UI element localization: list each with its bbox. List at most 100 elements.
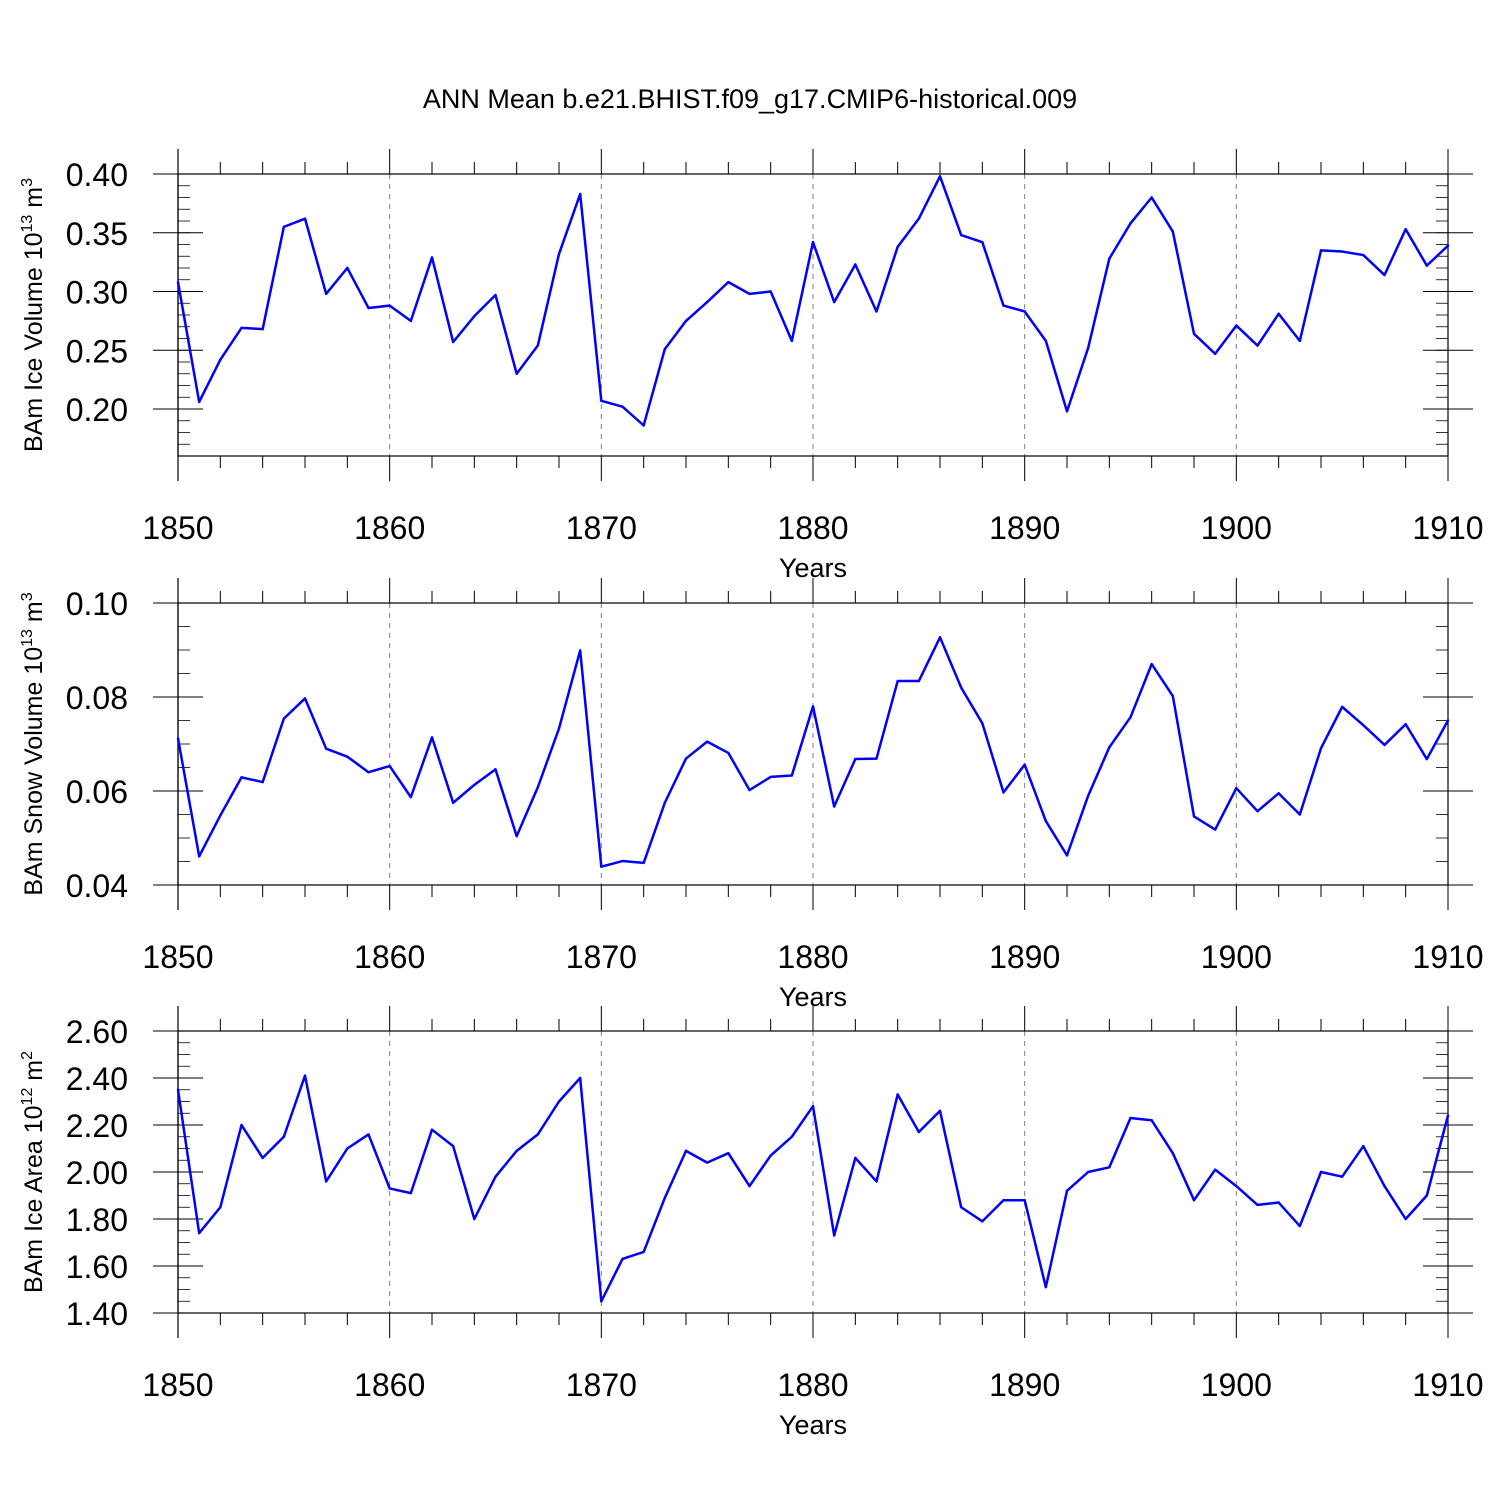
data-point (324, 747, 328, 750)
y-axis-label: BAm Ice Area 1012 m2 (19, 1051, 48, 1293)
data-point (409, 319, 413, 323)
snow-volume-panel: 0.04 0.06 0.08 0.10 1850 1860 1870 1880 1890 1900… (19, 578, 1484, 1012)
y-axis-label-main: BAm Snow Volume 10 (20, 647, 48, 896)
y-tick-label: 2.40 (66, 1061, 128, 1097)
data-point (854, 757, 857, 761)
data-point (409, 1191, 413, 1195)
data-point (705, 740, 709, 743)
data-point (727, 1152, 730, 1155)
y-tick-label: 0.04 (66, 868, 128, 904)
y-tick-label: 0.08 (66, 680, 128, 716)
data-point (1108, 1166, 1111, 1169)
x-tick-label: 1900 (1201, 510, 1272, 546)
y-axis-label: BAm Snow Volume 1013 m3 (19, 592, 48, 895)
data-point (1065, 854, 1069, 857)
y-axis-label-exponent: 13 (19, 215, 36, 233)
data-point (1319, 1170, 1323, 1174)
data-point (261, 780, 264, 784)
x-tick-label: 1860 (354, 939, 425, 975)
data-point (430, 256, 434, 259)
data-point (1235, 1184, 1238, 1188)
data-point (938, 1109, 942, 1113)
data-point (875, 1180, 878, 1183)
data-point (1277, 312, 1280, 316)
data-point (1404, 723, 1407, 726)
data-point (1192, 1199, 1196, 1202)
data-point (1298, 339, 1302, 343)
data-point (282, 225, 286, 229)
data-point (388, 304, 391, 307)
data-point (1213, 828, 1217, 831)
data-point (240, 326, 243, 330)
data-point (1002, 1199, 1005, 1202)
data-point (261, 327, 264, 331)
data-point (938, 175, 942, 178)
y-axis-label-unit: m (20, 187, 48, 215)
data-point (219, 358, 222, 361)
y-axis-label-unit-exponent: 3 (19, 178, 36, 187)
data-point (494, 1175, 497, 1178)
data-point (917, 1130, 921, 1134)
data-point (219, 1206, 222, 1209)
data-point (1086, 1170, 1090, 1174)
data-point (578, 1076, 582, 1080)
data-point (578, 649, 582, 652)
data-point (769, 290, 772, 293)
data-point (1213, 352, 1217, 355)
data-point (536, 1133, 540, 1136)
data-point (1192, 815, 1196, 818)
data-point (1319, 747, 1323, 750)
data-point (1383, 1184, 1386, 1188)
data-point (1425, 1194, 1429, 1197)
y-tick-label: 2.20 (66, 1108, 128, 1144)
data-point (684, 1149, 688, 1153)
data-point (1256, 810, 1259, 813)
data-point (1404, 1217, 1407, 1221)
data-point (663, 801, 667, 804)
data-point (324, 292, 328, 296)
y-tick-label: 0.20 (66, 392, 128, 428)
x-tick-label: 1900 (1201, 939, 1272, 975)
data-point (303, 697, 307, 700)
data-point (790, 339, 794, 343)
data-point (1425, 264, 1429, 267)
y-axis-label: BAm Ice Volume 1013 m3 (19, 178, 48, 452)
data-point (1213, 1168, 1217, 1171)
data-point (1150, 662, 1153, 666)
data-point (1129, 222, 1132, 225)
x-tick-label: 1870 (566, 939, 637, 975)
data-point (1256, 1203, 1259, 1207)
data-point (1277, 792, 1280, 795)
data-point (1086, 794, 1090, 797)
data-point (642, 861, 645, 865)
data-point (176, 1088, 180, 1091)
data-point (1298, 1224, 1302, 1228)
data-point (769, 1154, 772, 1157)
data-point (1404, 228, 1407, 231)
data-point (346, 1147, 349, 1150)
data-point (1425, 757, 1429, 761)
data-point (451, 340, 455, 344)
data-point (727, 280, 730, 284)
figure-title: ANN Mean b.e21.BHIST.f09_g17.CMIP6-histo… (422, 84, 1078, 114)
data-point (303, 1074, 307, 1077)
data-point (748, 292, 751, 296)
data-point (451, 1144, 455, 1148)
data-point (684, 757, 688, 760)
y-tick-label: 0.10 (66, 586, 128, 622)
data-point (388, 764, 391, 768)
data-point (1298, 813, 1302, 816)
data-point (663, 1196, 667, 1200)
data-point (875, 310, 878, 313)
data-point (938, 636, 942, 639)
y-tick-label: 0.30 (66, 275, 128, 311)
data-point (875, 757, 878, 760)
data-point (1256, 344, 1259, 347)
data-point (981, 722, 984, 725)
data-point (557, 1100, 561, 1103)
data-point (197, 855, 201, 858)
data-point (1002, 791, 1005, 794)
data-point (1129, 716, 1132, 719)
data-point (981, 240, 984, 244)
